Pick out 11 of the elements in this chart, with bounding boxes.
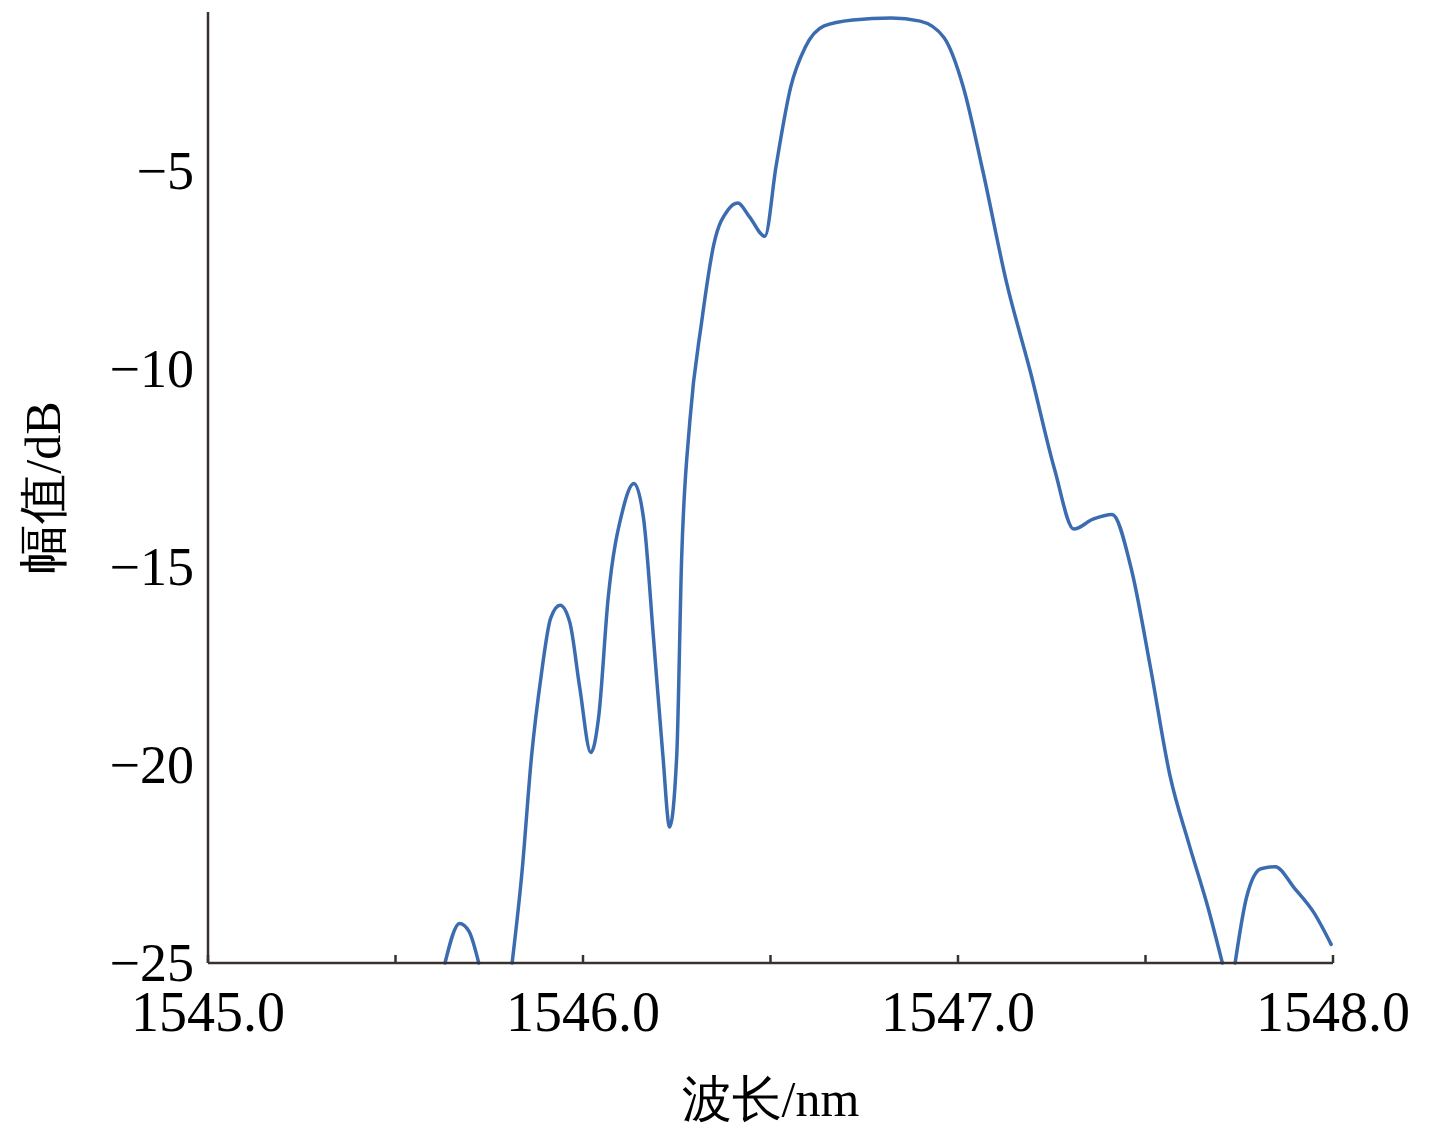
line-series	[1233, 864, 1333, 965]
y-tick-label: −5	[136, 140, 194, 201]
x-tick-label: 1546.0	[506, 981, 660, 1043]
y-tick-label: −10	[109, 338, 194, 399]
y-tick-label: −20	[109, 734, 194, 795]
line-series	[510, 16, 1225, 965]
x-tick-label: 1547.0	[881, 981, 1035, 1043]
x-axis-title: 波长/nm	[681, 1071, 860, 1127]
y-tick-label: −15	[109, 536, 194, 597]
y-axis-title: 幅值/dB	[15, 401, 71, 574]
x-tick-label: 1548.0	[1256, 981, 1410, 1043]
